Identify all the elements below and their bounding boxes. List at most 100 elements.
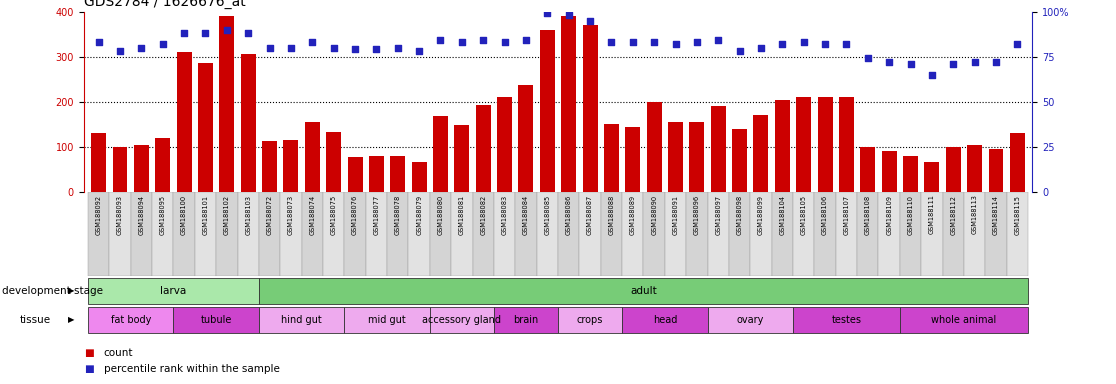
Bar (494, 192, 516, 276)
Bar (818, 97, 833, 192)
Bar (217, 192, 238, 276)
Point (710, 37, 728, 43)
Text: GSM188077: GSM188077 (374, 195, 379, 235)
Text: GSM188093: GSM188093 (117, 195, 123, 235)
Text: GSM188098: GSM188098 (737, 195, 742, 235)
Bar (558, 192, 579, 276)
Point (239, 30, 257, 36)
Point (432, 37, 450, 43)
Point (859, 55, 877, 61)
Text: GSM188099: GSM188099 (758, 195, 764, 235)
Point (881, 59, 898, 65)
Point (218, 26, 235, 33)
Text: ▶: ▶ (68, 286, 75, 295)
Text: percentile rank within the sample: percentile rank within the sample (104, 364, 280, 374)
Text: GSM188090: GSM188090 (651, 195, 657, 235)
Bar (732, 129, 747, 192)
Point (538, 10, 556, 17)
Point (517, 37, 535, 43)
Bar (604, 124, 619, 192)
Text: GSM188097: GSM188097 (715, 195, 721, 235)
Text: GSM188106: GSM188106 (822, 195, 828, 235)
Text: fat body: fat body (110, 314, 151, 325)
Bar (729, 192, 750, 276)
Point (773, 41, 791, 47)
Bar (646, 102, 662, 192)
Bar (345, 192, 366, 276)
Point (837, 41, 855, 47)
Text: head: head (653, 314, 677, 325)
Point (816, 41, 834, 47)
Point (474, 37, 492, 43)
Point (453, 39, 471, 45)
Bar (857, 192, 878, 276)
Bar (750, 192, 771, 276)
Point (112, 48, 129, 54)
Point (923, 71, 941, 78)
Bar (173, 307, 259, 333)
Bar (899, 192, 921, 276)
Text: GSM188108: GSM188108 (865, 195, 870, 235)
Text: GSM188078: GSM188078 (395, 195, 401, 235)
Bar (921, 192, 943, 276)
Bar (173, 192, 195, 276)
Text: larva: larva (161, 286, 186, 296)
Bar (860, 147, 875, 192)
Bar (387, 192, 408, 276)
Text: GSM188089: GSM188089 (629, 195, 636, 235)
Point (603, 39, 620, 45)
Bar (899, 307, 1028, 333)
Bar (644, 192, 665, 276)
Text: GSM188113: GSM188113 (972, 195, 978, 234)
Bar (155, 138, 171, 192)
Text: GSM188103: GSM188103 (246, 195, 251, 235)
Text: GSM188081: GSM188081 (459, 195, 465, 235)
Bar (88, 192, 109, 276)
Bar (622, 307, 708, 333)
Bar (796, 97, 811, 192)
Bar (964, 192, 985, 276)
Bar (262, 141, 277, 192)
Bar (793, 192, 815, 276)
Bar (451, 192, 472, 276)
Point (133, 45, 151, 51)
Bar (943, 192, 964, 276)
Bar (109, 192, 131, 276)
Point (987, 59, 1004, 65)
Text: GSM188110: GSM188110 (907, 195, 914, 235)
Bar (1007, 192, 1028, 276)
Bar (583, 25, 597, 192)
Point (175, 30, 193, 36)
Point (89, 39, 107, 45)
Point (902, 61, 920, 67)
Text: ▶: ▶ (68, 315, 75, 324)
Text: whole animal: whole animal (932, 314, 997, 325)
Point (560, 12, 578, 18)
Text: GSM188075: GSM188075 (330, 195, 337, 235)
Bar (711, 106, 725, 192)
Bar (1010, 133, 1024, 192)
Text: GSM188096: GSM188096 (694, 195, 700, 235)
Text: accessory gland: accessory gland (422, 314, 501, 325)
Point (367, 46, 385, 53)
Bar (134, 145, 148, 192)
Bar (519, 84, 533, 192)
Text: ■: ■ (84, 364, 94, 374)
Bar (537, 192, 558, 276)
Text: tissue: tissue (20, 314, 51, 325)
Point (304, 39, 321, 45)
Text: count: count (104, 348, 133, 358)
Text: GSM188074: GSM188074 (309, 195, 316, 235)
Point (624, 39, 642, 45)
Text: hind gut: hind gut (281, 314, 323, 325)
Bar (259, 192, 280, 276)
Text: GSM188087: GSM188087 (587, 195, 593, 235)
Text: GSM188073: GSM188073 (288, 195, 294, 235)
Bar (195, 192, 217, 276)
Bar (516, 192, 537, 276)
Point (944, 61, 962, 67)
Bar (625, 127, 641, 192)
Bar (579, 192, 600, 276)
Bar (989, 149, 1003, 192)
Text: GSM188104: GSM188104 (779, 195, 786, 235)
